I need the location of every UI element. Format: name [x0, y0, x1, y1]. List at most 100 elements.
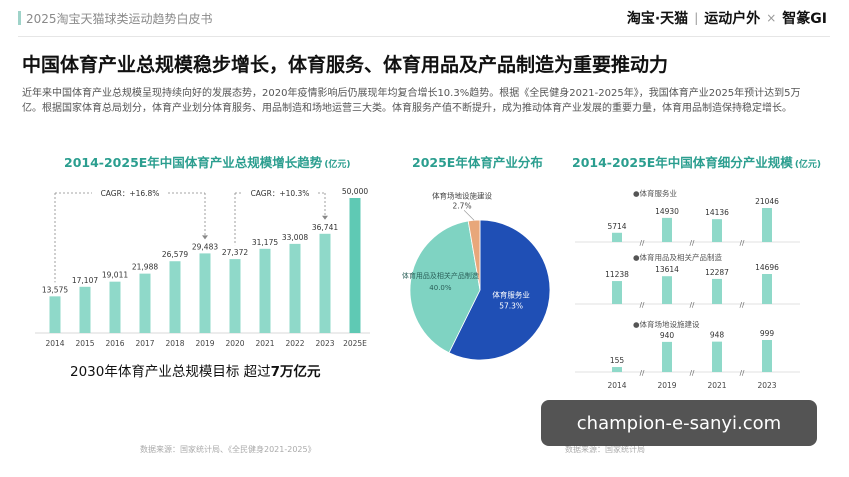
source-note-right: 数据来源：国家统计局: [565, 445, 645, 454]
segment-value-1-2019: 13614: [655, 265, 679, 274]
segment-bar-0-2023: [762, 208, 772, 242]
bar-2015: [79, 286, 91, 333]
segment-bar-0-2014: [612, 232, 622, 242]
intro-paragraph: 近年来中国体育产业总规模呈现持续向好的发展态势，2020年疫情影响后仍展现年均复…: [22, 88, 801, 114]
segment-bar-2-2023: [762, 340, 772, 372]
tick-label-2021: 2021: [255, 339, 274, 348]
axis-break-2-0: //: [640, 369, 645, 377]
data-label-2017: 21,988: [132, 263, 158, 272]
chart-title-total-scale: 2014-2025E年中国体育产业总规模增长趋势 (亿元): [64, 152, 351, 171]
segment-scale-bar-chart: ●体育服务业 5714 // 14930 // 14136 // 21046 ●体育用品及相关产…: [575, 188, 800, 390]
tick-label-2015: 2015: [75, 339, 94, 348]
segment-value-0-2023: 21046: [755, 197, 779, 206]
tick-label-2019: 2019: [195, 339, 214, 348]
tick-label-2016: 2016: [105, 339, 124, 348]
axis-break-2-1: //: [690, 369, 695, 377]
segment-bar-1-2023: [762, 274, 772, 304]
tick-label-2018: 2018: [165, 339, 184, 348]
top-bar: 2025淘宝天猫球类运动趋势白皮书 淘宝·天猫 | 运动户外 × 智篆GI: [0, 0, 849, 34]
bar-2020: [229, 259, 241, 333]
segment-value-2-2021: 948: [710, 331, 725, 340]
zhiguan-logo: 智篆GI: [782, 11, 827, 27]
goal-highlight: 7万亿元: [270, 364, 321, 380]
data-label-2016: 19,011: [102, 271, 128, 280]
outdoor-logo: 运动户外: [704, 11, 761, 27]
pie-name-goods: 体育用品及相关产品制造: [402, 271, 479, 280]
bar-2023: [319, 233, 331, 333]
segment-value-0-2021: 14136: [705, 208, 729, 217]
goal-statement: 2030年体育产业总规模目标 超过7万亿元: [70, 360, 321, 380]
axis-break-2-2: //: [740, 369, 745, 377]
segment-value-1-2023: 14696: [755, 263, 779, 272]
brand-logos: 淘宝·天猫 | 运动户外 × 智篆GI: [627, 8, 827, 28]
segment-bar-2-2021: [712, 341, 722, 372]
data-label-2022: 33,008: [282, 233, 308, 242]
segment-label-0: ●体育服务业: [633, 188, 678, 198]
segment-value-1-2021: 12287: [705, 268, 729, 277]
chart-title-text: 2014-2025E年中国体育细分产业规模: [572, 155, 793, 170]
cagr-arrow-0: [202, 235, 208, 240]
cagr-arrow-1: [322, 215, 328, 220]
tick-label-2017: 2017: [135, 339, 154, 348]
segment-value-2-2019: 940: [660, 331, 675, 340]
cagr-label-0: CAGR：+16.8%: [101, 189, 160, 198]
pie-slice-0: [448, 219, 551, 361]
axis-break-0-2: //: [740, 239, 745, 247]
tick-label-2020: 2020: [225, 339, 244, 348]
bar-2014: [49, 296, 61, 333]
report-title: 2025淘宝天猫球类运动趋势白皮书: [26, 12, 213, 26]
total-scale-bar-chart: 13,575 2014 17,107 2015 19,011 2016 21,988 2017…: [35, 187, 370, 348]
segment-value-2-2023: 999: [760, 329, 775, 338]
data-label-2018: 26,579: [162, 250, 188, 259]
segment-bar-2-2014: [612, 367, 622, 372]
tick-label-2021: 2021: [707, 381, 726, 390]
data-label-2021: 31,175: [252, 238, 278, 247]
pie-name-service: 体育服务业: [492, 289, 530, 299]
segment-label-2: ●体育场地设施建设: [633, 319, 700, 329]
brand-separator: |: [694, 11, 699, 25]
pie-slice-2: [467, 219, 481, 291]
pie-leader-venue: [463, 210, 475, 221]
tick-label-2022: 2022: [285, 339, 304, 348]
title-accent-bar: [18, 11, 21, 25]
chart-title-segments: 2014-2025E年中国体育细分产业规模 (亿元): [572, 152, 821, 171]
axis-break-1-2: //: [740, 301, 745, 309]
tick-label-2019: 2019: [657, 381, 676, 390]
segment-bar-0-2021: [712, 219, 722, 242]
segment-value-0-2014: 5714: [607, 222, 626, 231]
data-label-2020: 27,372: [222, 248, 248, 257]
segment-value-0-2019: 14930: [655, 207, 679, 216]
pie-value-goods: 40.0%: [429, 284, 452, 292]
pie-value-venue: 2.7%: [453, 201, 472, 210]
tick-label-2014: 2014: [45, 339, 64, 348]
tick-label-2023: 2023: [315, 339, 334, 348]
pie-slice-1: [409, 220, 481, 354]
header-divider: [18, 36, 830, 37]
chart-unit: (亿元): [794, 160, 822, 170]
chart-title-text: 2025E年体育产业分布: [412, 155, 543, 170]
data-label-2014: 13,575: [42, 285, 68, 294]
segment-bar-1-2019: [662, 276, 672, 304]
chart-title-text: 2014-2025E年中国体育产业总规模增长趋势: [64, 155, 323, 170]
segment-value-2-2014: 155: [610, 356, 625, 365]
taobao-tmall-logo: 淘宝·天猫: [626, 11, 689, 27]
bar-2022: [289, 243, 301, 333]
cagr-label-1: CAGR：+10.3%: [251, 189, 310, 198]
axis-break-1-0: //: [640, 301, 645, 309]
segment-bar-0-2019: [662, 217, 672, 242]
segment-bar-2-2019: [662, 341, 672, 372]
tick-label-2025E: 2025E: [343, 339, 367, 348]
goal-prefix: 2030年体育产业总规模目标 超过: [70, 364, 271, 380]
segment-value-1-2014: 11238: [605, 270, 629, 279]
watermark-banner: champion-e-sanyi.com: [541, 400, 817, 446]
bar-2025E: [349, 198, 361, 333]
data-label-2015: 17,107: [72, 276, 98, 285]
axis-break-0-1: //: [690, 239, 695, 247]
chart-title-distribution: 2025E年体育产业分布: [412, 152, 543, 171]
axis-break-1-1: //: [690, 301, 695, 309]
collab-x: ×: [766, 11, 777, 25]
segment-bar-1-2014: [612, 281, 622, 304]
segment-label-1: ●体育用品及相关产品制造: [633, 252, 723, 262]
data-label-2023: 36,741: [312, 223, 338, 232]
